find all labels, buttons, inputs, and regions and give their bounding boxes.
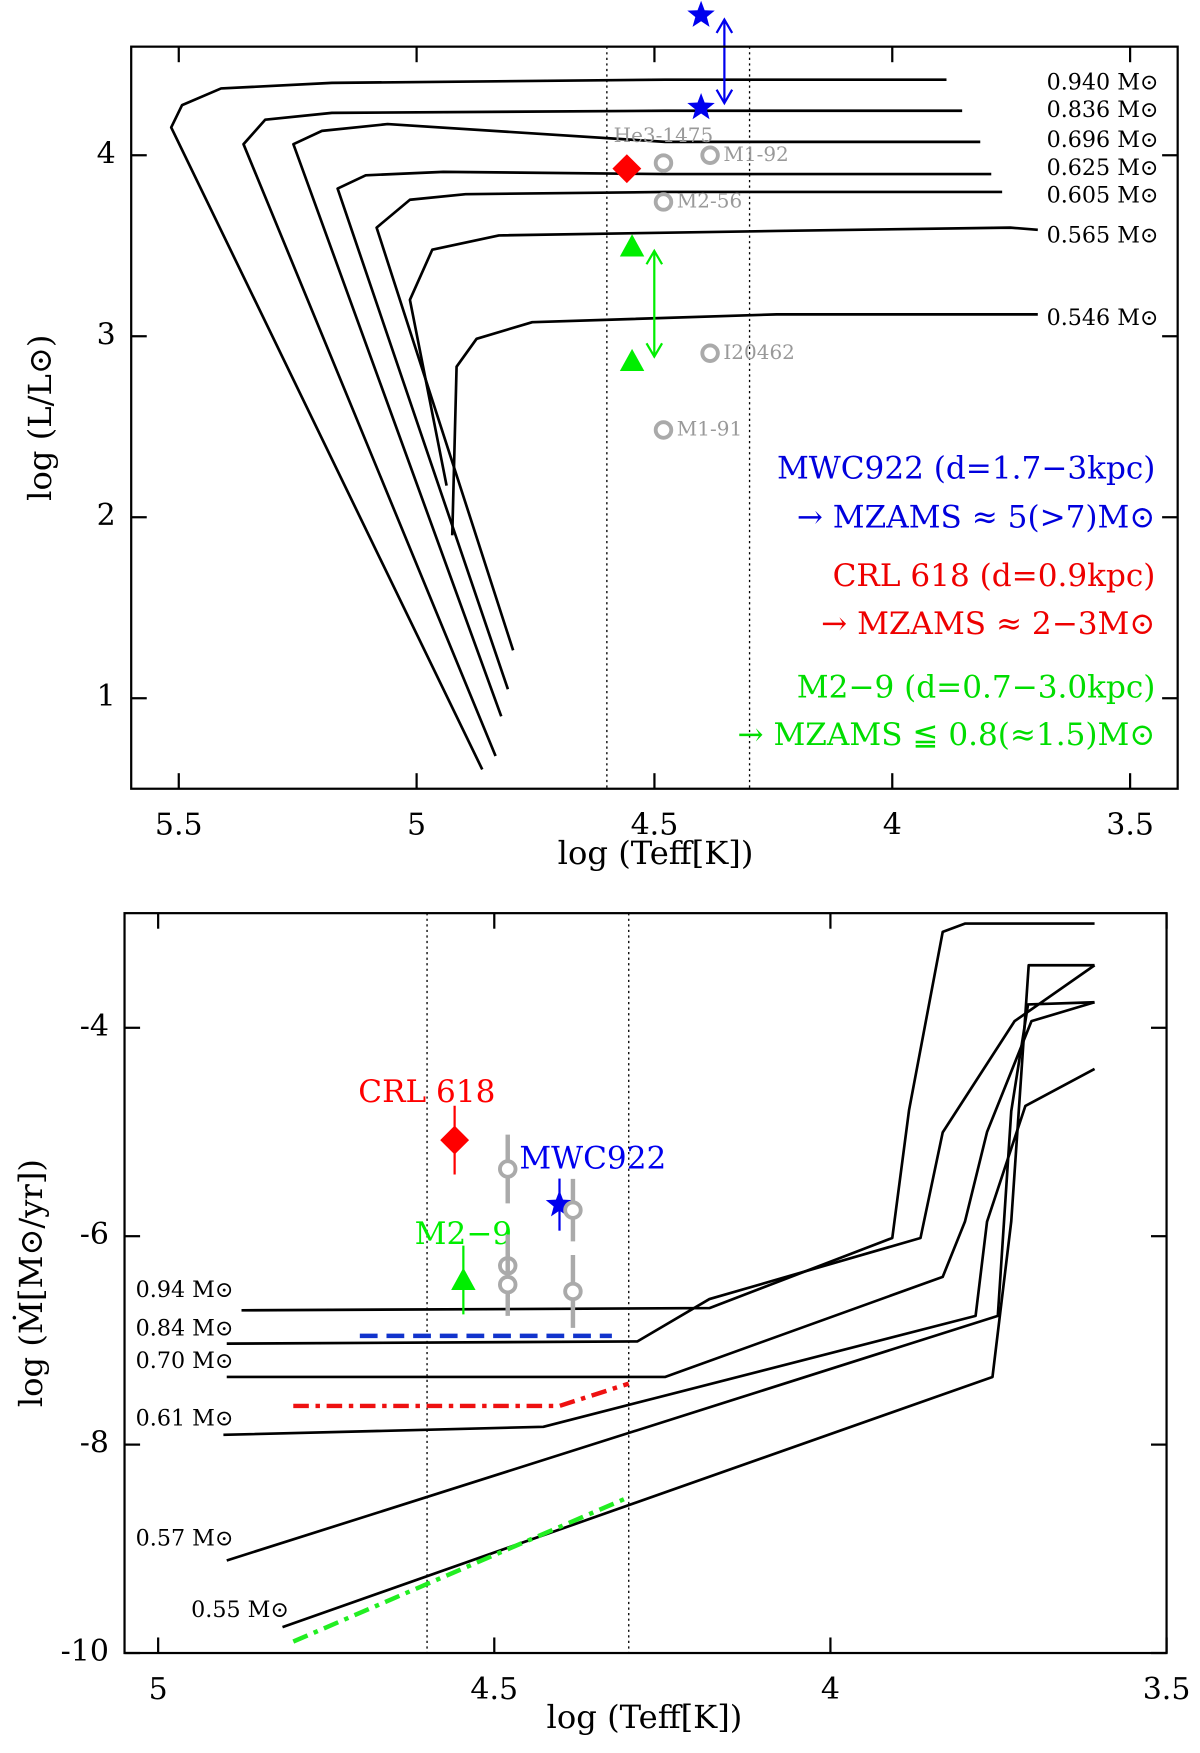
arrow-head [715, 17, 734, 34]
x-tick-label: 5.5 [155, 808, 203, 843]
marker [653, 153, 674, 173]
y-axis-label: log (Ṁ[M⊙/yr]) [12, 1159, 50, 1407]
marker [653, 192, 674, 212]
y-axis-label: log (L/L⊙) [21, 335, 59, 501]
annotation: MWC922 (d=1.7−3kpc) [777, 450, 1155, 486]
y-tick-label: 4 [97, 136, 116, 171]
marker [612, 154, 642, 184]
marker [700, 343, 720, 363]
annotation: → MZAMS ≈ 5(>7)M⊙ [797, 499, 1156, 535]
track-label: 0.84 M⊙ [136, 1316, 234, 1342]
track-line [226, 1000, 1095, 1562]
marker [440, 1125, 470, 1155]
marker [451, 1267, 476, 1290]
chart: 0.94 M⊙ 0.84 M⊙ 0.70 M⊙ 0.61 M⊙ 0.57 M⊙ 0.55 … [12, 912, 1191, 1736]
track-line [241, 922, 1095, 1312]
track-line [282, 963, 1095, 1629]
track-label: 0.836 M⊙ [1047, 97, 1159, 123]
track-line [450, 313, 1038, 536]
track-line [292, 122, 981, 717]
track-label: 0.55 M⊙ [191, 1597, 289, 1623]
marker [653, 420, 674, 440]
x-tick-label: 3.5 [1143, 1672, 1191, 1707]
track-line [408, 226, 1038, 486]
marker-label: CRL 618 [358, 1074, 495, 1110]
x-tick-label: 4 [821, 1672, 840, 1707]
marker [498, 1159, 518, 1179]
annotation: → MZAMS ≈ 2−3M⊙ [821, 606, 1155, 642]
y-tick-label: 1 [97, 679, 116, 714]
marker-label: I20462 [723, 340, 794, 364]
track-label: 0.546 M⊙ [1047, 305, 1159, 331]
track-line [375, 190, 1003, 651]
track-label: 0.70 M⊙ [136, 1348, 234, 1374]
marker-label: MWC922 [519, 1141, 666, 1177]
x-tick-label: 4.5 [470, 1672, 518, 1707]
x-axis-label: log (Teff[K]) [558, 834, 754, 872]
arrow-head [645, 248, 664, 265]
annotation: M2−9 (d=0.7−3.0kpc) [797, 669, 1156, 705]
x-tick-label: 5 [149, 1672, 168, 1707]
x-tick-label: 4 [883, 808, 902, 843]
track-line [226, 964, 1096, 1345]
marker-label: He3-1475 [614, 123, 714, 147]
track-label: 0.696 M⊙ [1047, 127, 1159, 153]
track-line [169, 78, 947, 770]
marker [687, 92, 715, 120]
x-tick-label: 3.5 [1106, 808, 1154, 843]
track-label: 0.625 M⊙ [1047, 155, 1159, 181]
arrow-head [645, 342, 664, 359]
y-tick-label: -10 [61, 1634, 109, 1669]
x-axis-label: log (Teff[K]) [547, 1698, 743, 1736]
annotation: → MZAMS ≦ 0.8(≈1.5)M⊙ [738, 717, 1156, 753]
track-line [223, 1067, 1096, 1437]
marker [563, 1200, 583, 1220]
track-line [293, 1381, 630, 1409]
marker [545, 1190, 574, 1217]
track-label: 0.57 M⊙ [136, 1526, 234, 1552]
marker [563, 1281, 583, 1302]
track-line [292, 1495, 630, 1644]
track-line [226, 1000, 1095, 1379]
track-line [336, 170, 992, 690]
x-tick-label: 5 [407, 808, 426, 843]
track-label: 0.94 M⊙ [136, 1277, 234, 1303]
annotation: CRL 618 (d=0.9kpc) [833, 558, 1156, 594]
marker-label: M1-91 [677, 417, 742, 441]
marker [687, 0, 715, 27]
marker [498, 1274, 518, 1295]
y-tick-label: 3 [97, 317, 116, 352]
plot-frame [123, 912, 1168, 1655]
y-tick-label: -4 [80, 1009, 109, 1044]
track-label: 0.565 M⊙ [1047, 223, 1159, 249]
marker-label: M1-92 [723, 142, 788, 166]
marker-label: M2-56 [677, 188, 742, 212]
marker [619, 234, 645, 257]
track-label: 0.940 M⊙ [1047, 69, 1159, 95]
x-tick-label: 4.5 [631, 808, 679, 843]
chart: 0.940 M⊙0.836 M⊙ 0.696 M⊙0.625 M⊙0.605 M⊙… [21, 0, 1179, 872]
marker-label: M2−9 [415, 1216, 512, 1252]
track-label: 0.605 M⊙ [1047, 183, 1159, 209]
arrow-head [715, 89, 734, 106]
y-tick-label: 2 [97, 498, 116, 533]
y-tick-label: -8 [80, 1426, 109, 1461]
marker [619, 348, 645, 372]
track-line [242, 109, 963, 757]
y-tick-label: -6 [80, 1217, 109, 1252]
marker [700, 145, 720, 165]
track-label: 0.61 M⊙ [136, 1406, 234, 1432]
